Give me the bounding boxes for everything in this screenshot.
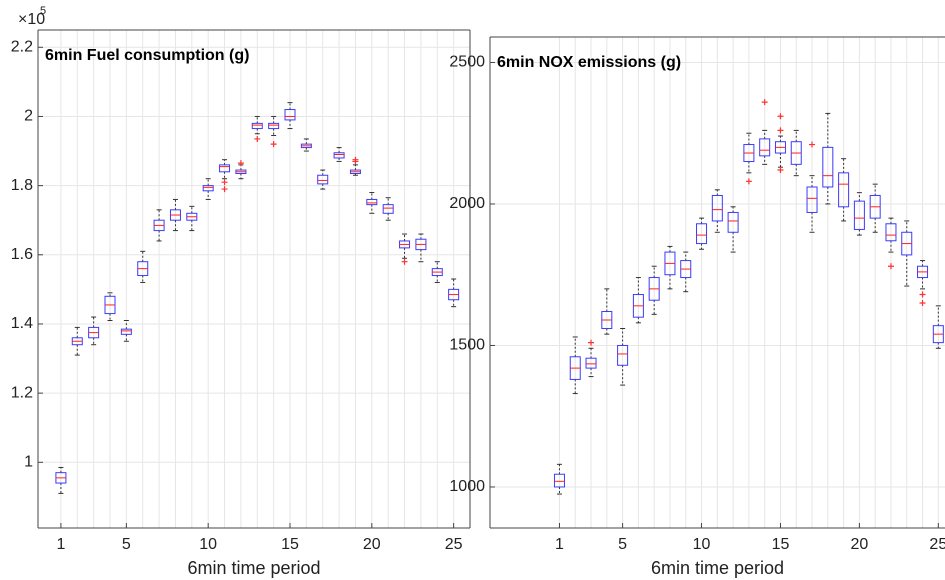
box: [838, 172, 850, 208]
outlier: [221, 179, 228, 186]
outlier: [777, 113, 784, 120]
box: [366, 198, 378, 206]
box: [317, 174, 329, 185]
y-tick-label: 1.2: [11, 384, 33, 401]
box: [806, 186, 818, 213]
y-tick-label: 2.2: [11, 39, 33, 56]
box: [711, 194, 723, 222]
y-tick-label: 2000: [449, 195, 485, 212]
box: [759, 138, 771, 157]
y-tick-label: 1000: [449, 478, 485, 495]
x-tick-label: 25: [929, 536, 945, 553]
outlier: [761, 99, 768, 106]
x-tick-label: 20: [363, 536, 381, 553]
box: [822, 146, 834, 188]
box: [251, 122, 263, 130]
x-axis-label: 6min time period: [651, 558, 784, 578]
outlier: [809, 141, 816, 148]
x-tick-label: 5: [618, 536, 627, 553]
x-tick-label: 1: [56, 536, 65, 553]
chart-title: 6min Fuel consumption (g): [45, 47, 249, 64]
x-tick-label: 10: [199, 536, 217, 553]
outlier: [401, 258, 408, 265]
x-tick-label: 10: [693, 536, 711, 553]
y-multiplier-exponent: 5: [40, 5, 46, 17]
outlier: [887, 263, 894, 270]
outlier: [588, 339, 595, 346]
chart-title: 6min NOX emissions (g): [497, 54, 681, 71]
y-multiplier: ×10: [18, 11, 45, 28]
outlier: [919, 291, 926, 298]
x-tick-label: 20: [850, 536, 868, 553]
box: [219, 164, 231, 173]
outlier: [745, 178, 752, 185]
box: [333, 152, 345, 159]
y-tick-label: 2: [24, 108, 33, 125]
x-tick-label: 15: [281, 536, 299, 553]
outlier: [777, 167, 784, 174]
y-tick-label: 1.6: [11, 246, 33, 263]
outlier: [221, 186, 228, 193]
x-tick-label: 15: [772, 536, 790, 553]
box: [727, 211, 739, 233]
x-tick-label: 25: [445, 536, 463, 553]
x-tick-label: 1: [555, 536, 564, 553]
plot-area: [38, 30, 470, 528]
y-tick-label: 1: [24, 454, 33, 471]
box: [696, 223, 708, 245]
outlier: [254, 135, 261, 142]
box: [617, 344, 629, 366]
box: [553, 473, 565, 488]
box: [202, 185, 214, 192]
outlier: [919, 300, 926, 307]
y-tick-label: 1.4: [11, 315, 33, 332]
x-axis-label: 6min time period: [187, 558, 320, 578]
box: [268, 122, 280, 130]
y-tick-label: 2500: [449, 54, 485, 71]
y-tick-label: 1.8: [11, 177, 33, 194]
box: [382, 204, 394, 214]
x-tick-label: 5: [122, 536, 131, 553]
outlier: [270, 141, 277, 148]
outlier: [352, 156, 359, 163]
y-tick-label: 1500: [449, 337, 485, 354]
box: [284, 109, 296, 121]
box: [885, 223, 897, 242]
outlier: [237, 160, 244, 167]
box: [120, 328, 132, 335]
box: [585, 357, 597, 369]
outlier: [777, 127, 784, 134]
box: [853, 200, 865, 230]
